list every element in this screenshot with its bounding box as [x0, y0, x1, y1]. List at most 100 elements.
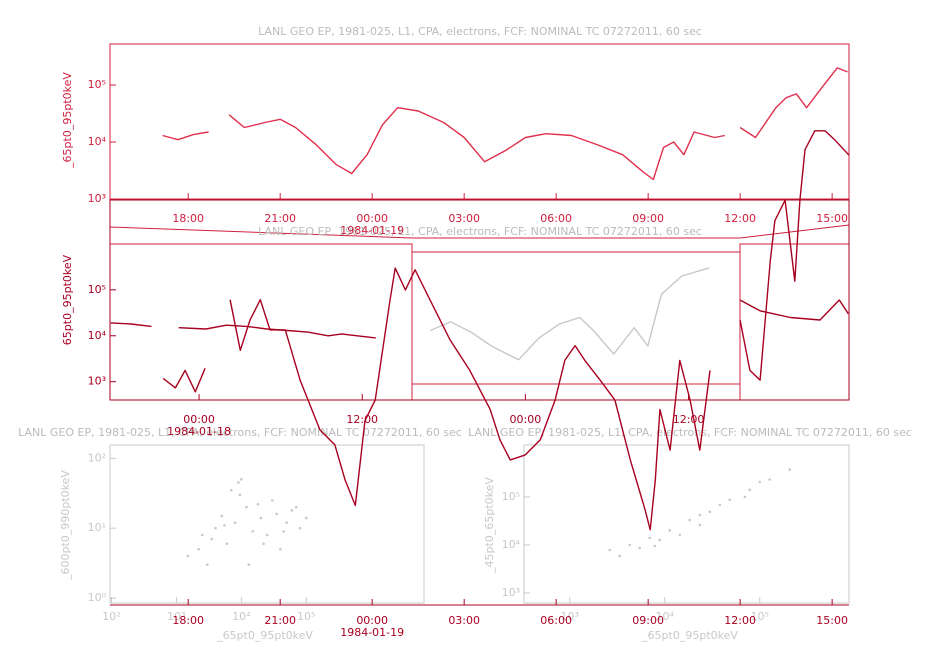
scatter-point — [304, 516, 308, 520]
scatter-point — [648, 536, 652, 540]
x-tick-label: 03:00 — [448, 614, 480, 627]
scatter-point — [265, 533, 269, 537]
zoom-connector — [109, 224, 850, 239]
x-tick-label: 18:00 — [172, 212, 204, 225]
x-tick-label: 06:00 — [540, 212, 572, 225]
scatter-point — [279, 547, 282, 551]
y-tick-label: 10¹ — [88, 521, 106, 534]
scatter-point — [678, 533, 682, 537]
x-tick-label: 10⁴ — [232, 610, 251, 623]
x-tick-label: 12:00 — [346, 413, 378, 426]
scatter-point — [275, 512, 278, 516]
zoom-connector — [739, 243, 849, 400]
plot-frame — [109, 444, 425, 604]
scatter-point — [229, 488, 233, 492]
scatter-point — [688, 518, 691, 522]
scatter-point — [238, 493, 242, 497]
x-tick-label: 00:00 — [510, 413, 542, 426]
x-tick-label: 00:00 — [356, 212, 388, 225]
x-tick-label: 15:00 — [816, 614, 848, 627]
scatter-point — [186, 554, 190, 558]
x-date-label: 1984-01-18 — [167, 425, 231, 438]
y-axis-label: 65pt0_95pt0keV — [61, 254, 74, 345]
x-axis-label: _65pt0_95pt0keV — [641, 629, 738, 642]
x-tick-label: 10⁵ — [751, 610, 769, 623]
y-axis-label: _45pt0_65pt0keV — [483, 477, 496, 574]
scatter-point — [197, 547, 200, 551]
x-date-label: 1984-01-19 — [340, 626, 404, 639]
scatter-point — [259, 516, 263, 520]
x-tick-label: 10³ — [561, 610, 579, 623]
zoom-connectors — [109, 224, 850, 400]
y-tick-label: 10⁰ — [88, 591, 107, 604]
plot-frame — [523, 444, 850, 604]
y-tick-label: 10⁴ — [502, 538, 521, 551]
scatter-point — [743, 495, 747, 499]
scatter-point — [608, 548, 612, 552]
scatter-point — [240, 478, 243, 481]
chart-title: LANL GEO EP, 1981-025, L1, CPA, electron… — [258, 225, 702, 238]
scatter-point — [628, 543, 632, 547]
x-tick-label: 10³ — [167, 610, 185, 623]
x-tick-label: 12:00 — [724, 614, 756, 627]
scatter-point — [290, 509, 294, 512]
y-axis-label: _600pt0_990pt0keV — [59, 470, 72, 581]
y-tick-label: 10⁴ — [88, 329, 107, 342]
series-line — [429, 267, 710, 361]
scatter-point — [245, 505, 248, 509]
scatter-point — [233, 521, 237, 524]
x-tick-label: 00:00 — [356, 614, 388, 627]
chart-title: LANL GEO EP, 1981-025, L1, CPA, electron… — [18, 426, 462, 439]
scatter-point — [728, 498, 732, 502]
x-tick-label: 03:00 — [448, 212, 480, 225]
scatter-point — [206, 563, 209, 567]
scatter-point — [638, 546, 642, 550]
x-tick-label: 00:00 — [183, 413, 215, 426]
plot-frame — [109, 43, 850, 200]
scatter-point — [758, 480, 762, 484]
scatter-point — [294, 505, 298, 509]
scatter-point — [718, 503, 722, 507]
scatter-point — [768, 478, 771, 481]
scatter-point — [220, 514, 224, 518]
scatter-point — [698, 523, 702, 527]
y-axis-label: _65pt0_95pt0keV — [61, 72, 74, 169]
y-tick-label: 10³ — [88, 192, 106, 205]
scatter-point — [247, 563, 251, 567]
scatter-point — [285, 521, 289, 524]
y-tick-label: 10⁴ — [88, 135, 107, 148]
y-tick-label: 10⁵ — [88, 283, 106, 296]
scatter-point — [748, 488, 752, 492]
scatter-point — [237, 481, 240, 484]
x-tick-label: 10⁵ — [297, 610, 315, 623]
x-tick-label: 12:00 — [673, 413, 705, 426]
scatter-point — [653, 544, 657, 548]
y-tick-label: 10³ — [502, 586, 520, 599]
scatter-point — [200, 533, 204, 537]
scatter-point — [210, 537, 214, 541]
x-tick-label: 15:00 — [816, 212, 848, 225]
x-tick-label: 21:00 — [264, 212, 296, 225]
scatter-point — [271, 499, 274, 502]
series-line — [162, 67, 848, 181]
y-tick-label: 10³ — [88, 375, 106, 388]
scatter-point — [251, 530, 255, 533]
scatter-point — [256, 502, 260, 506]
scatter-point — [282, 530, 286, 533]
series-line — [162, 130, 850, 531]
x-tick-label: 09:00 — [632, 614, 664, 627]
series-line — [110, 299, 849, 339]
x-tick-label: 21:00 — [264, 614, 296, 627]
x-tick-label: 10² — [102, 610, 120, 623]
scatter-point — [298, 526, 302, 530]
y-tick-label: 10⁵ — [88, 78, 106, 91]
x-axis-label: _65pt0_95pt0keV — [216, 629, 313, 642]
scatter-point — [788, 468, 792, 471]
plot-frame — [109, 199, 850, 401]
scatter-point — [223, 523, 226, 527]
scatter-point — [658, 538, 662, 542]
chart-title: LANL GEO EP, 1981-025, L1, CPA, electron… — [258, 25, 702, 38]
